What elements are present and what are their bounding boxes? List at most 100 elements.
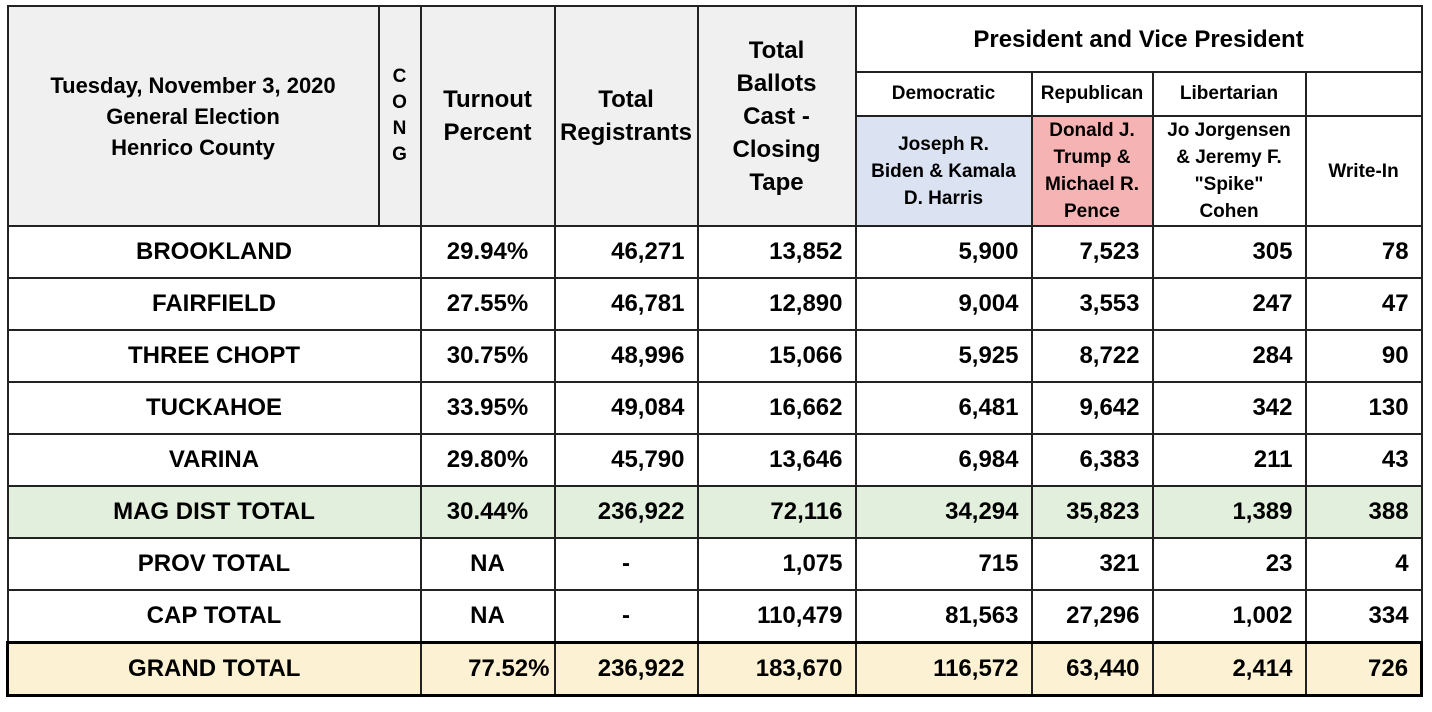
candidate-line: "Spike" — [1194, 174, 1264, 195]
candidate-line: Jo Jorgensen — [1167, 120, 1291, 141]
democratic-votes-cell: 9,004 — [854, 277, 1033, 331]
turnout-header: Turnout Percent — [419, 5, 556, 227]
ballots-cell: 13,646 — [696, 433, 857, 487]
header-line: Closing — [732, 135, 821, 163]
header-line: Total — [598, 86, 654, 113]
registrants-cell: 236,922 — [553, 485, 699, 539]
write-in-votes-cell: 78 — [1304, 225, 1423, 279]
registrants-header: Total Registrants — [553, 5, 699, 227]
registrants-cell: 45,790 — [553, 433, 699, 487]
party-blank — [1304, 71, 1423, 117]
write-in-votes-cell: 726 — [1304, 641, 1424, 697]
ballots-cell: 1,075 — [696, 537, 857, 591]
district-name: THREE CHOPT — [6, 329, 422, 383]
party-republican: Republican — [1030, 71, 1154, 117]
turnout-cell: 27.55% — [419, 277, 556, 331]
district-name: BROOKLAND — [6, 225, 422, 279]
write-in-votes-cell: 4 — [1304, 537, 1423, 591]
candidate-line: Biden & Kamala — [871, 160, 1016, 182]
election-results-table: Tuesday, November 3, 2020 General Electi… — [6, 5, 1424, 697]
title-line: Henrico County — [111, 134, 275, 160]
libertarian-votes-cell: 342 — [1151, 381, 1307, 435]
ballots-cell: 15,066 — [696, 329, 857, 383]
republican-votes-cell: 8,722 — [1030, 329, 1154, 383]
district-name: MAG DIST TOTAL — [6, 485, 422, 539]
republican-votes-cell: 3,553 — [1030, 277, 1154, 331]
republican-votes-cell: 7,523 — [1030, 225, 1154, 279]
table-row: PROV TOTAL NA - 1,075 715 321 23 4 — [6, 537, 1423, 591]
write-in-votes-cell: 388 — [1304, 485, 1423, 539]
cong-letter: N — [392, 118, 407, 139]
candidate-line: D. Harris — [903, 187, 984, 209]
registrants-cell: - — [553, 537, 699, 591]
republican-votes-cell: 9,642 — [1030, 381, 1154, 435]
libertarian-votes-cell: 1,389 — [1151, 485, 1307, 539]
turnout-cell: 33.95% — [419, 381, 556, 435]
registrants-cell: 49,084 — [553, 381, 699, 435]
libertarian-votes-cell: 1,002 — [1151, 589, 1307, 644]
democratic-votes-cell: 5,900 — [854, 225, 1033, 279]
write-in-votes-cell: 90 — [1304, 329, 1423, 383]
district-name: FAIRFIELD — [6, 277, 422, 331]
turnout-cell: 30.75% — [419, 329, 556, 383]
libertarian-votes-cell: 305 — [1151, 225, 1307, 279]
turnout-cell: 29.94% — [419, 225, 556, 279]
district-name: CAP TOTAL — [6, 589, 422, 644]
party-libertarian: Libertarian — [1151, 71, 1307, 117]
republican-votes-cell: 63,440 — [1030, 641, 1154, 697]
libertarian-votes-cell: 23 — [1151, 537, 1307, 591]
write-in-votes-cell: 130 — [1304, 381, 1423, 435]
democratic-votes-cell: 34,294 — [854, 485, 1033, 539]
registrants-cell: 236,922 — [553, 641, 699, 697]
table-row: VARINA 29.80% 45,790 13,646 6,984 6,383 … — [6, 433, 1423, 487]
ballots-cell: 110,479 — [696, 589, 857, 644]
turnout-cell: NA — [419, 537, 556, 591]
registrants-cell: - — [553, 589, 699, 644]
ballots-cell: 183,670 — [696, 641, 857, 697]
candidate-write-in: Write-In — [1304, 115, 1423, 227]
republican-votes-cell: 321 — [1030, 537, 1154, 591]
header-line: Turnout — [443, 86, 532, 113]
district-name: GRAND TOTAL — [6, 641, 422, 697]
candidate-line: Donald J. — [1049, 120, 1135, 141]
table-row: BROOKLAND 29.94% 46,271 13,852 5,900 7,5… — [6, 225, 1423, 279]
candidate-line: Trump & — [1053, 147, 1131, 168]
title-line: Tuesday, November 3, 2020 — [50, 72, 336, 98]
header-line: Tape — [749, 168, 804, 196]
candidate-line: Write-In — [1328, 160, 1399, 182]
write-in-votes-cell: 47 — [1304, 277, 1423, 331]
report-title: Tuesday, November 3, 2020 General Electi… — [6, 5, 380, 227]
libertarian-votes-cell: 247 — [1151, 277, 1307, 331]
ballots-cell: 12,890 — [696, 277, 857, 331]
democratic-votes-cell: 5,925 — [854, 329, 1033, 383]
write-in-votes-cell: 334 — [1304, 589, 1423, 644]
cong-letter: G — [392, 144, 407, 165]
grand-total-row: GRAND TOTAL 77.52% 236,922 183,670 116,5… — [6, 641, 1424, 697]
table-row: CAP TOTAL NA - 110,479 81,563 27,296 1,0… — [6, 589, 1423, 644]
libertarian-votes-cell: 284 — [1151, 329, 1307, 383]
democratic-votes-cell: 116,572 — [854, 641, 1033, 697]
democratic-votes-cell: 81,563 — [854, 589, 1033, 644]
table-row: FAIRFIELD 27.55% 46,781 12,890 9,004 3,5… — [6, 277, 1423, 331]
cong-letter: C — [392, 66, 407, 87]
democratic-votes-cell: 6,481 — [854, 381, 1033, 435]
cong-header: C O N G — [377, 5, 422, 227]
registrants-cell: 46,781 — [553, 277, 699, 331]
district-name: PROV TOTAL — [6, 537, 422, 591]
district-name: TUCKAHOE — [6, 381, 422, 435]
title-line: General Election — [106, 103, 280, 129]
turnout-cell: 29.80% — [419, 433, 556, 487]
republican-votes-cell: 27,296 — [1030, 589, 1154, 644]
candidate-trump-pence: Donald J. Trump & Michael R. Pence — [1030, 115, 1154, 227]
header-line: Total — [748, 36, 805, 64]
cong-letter: O — [392, 92, 407, 113]
libertarian-votes-cell: 2,414 — [1151, 641, 1307, 697]
candidate-line: Pence — [1064, 201, 1120, 222]
race-header: President and Vice President — [854, 5, 1423, 73]
write-in-votes-cell: 43 — [1304, 433, 1423, 487]
republican-votes-cell: 6,383 — [1030, 433, 1154, 487]
ballots-cell: 72,116 — [696, 485, 857, 539]
turnout-cell: 30.44% — [419, 485, 556, 539]
registrants-cell: 46,271 — [553, 225, 699, 279]
democratic-votes-cell: 6,984 — [854, 433, 1033, 487]
